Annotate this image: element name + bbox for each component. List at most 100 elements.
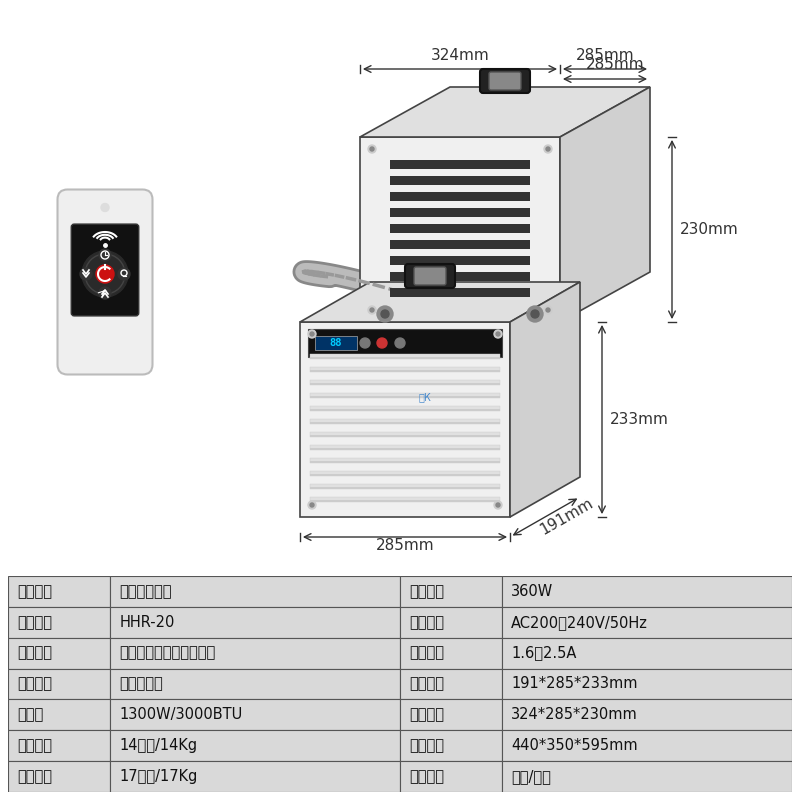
Text: 285mm: 285mm [376, 538, 434, 553]
Bar [400, 730, 502, 761]
Bar [400, 699, 502, 730]
Circle shape [494, 501, 502, 509]
Circle shape [370, 147, 374, 151]
Bar [8, 761, 110, 792]
Bar [110, 607, 400, 638]
FancyBboxPatch shape [414, 267, 446, 285]
Circle shape [310, 503, 314, 507]
Circle shape [496, 503, 500, 507]
Bar [110, 730, 400, 761]
Bar [310, 422, 500, 424]
Text: 内机尺寸: 内机尺寸 [410, 677, 445, 691]
Bar [8, 576, 110, 607]
Bar [502, 730, 792, 761]
Text: AC200～240V/50Hz: AC200～240V/50Hz [511, 614, 648, 630]
Polygon shape [560, 87, 650, 322]
Circle shape [496, 332, 500, 336]
Polygon shape [300, 322, 510, 517]
Text: 分体便携、负离子发生器: 分体便携、负离子发生器 [119, 646, 215, 661]
Bar [310, 419, 500, 424]
Circle shape [368, 145, 376, 153]
Circle shape [381, 310, 389, 318]
Bar [502, 607, 792, 638]
Bar [310, 445, 500, 450]
Bar [400, 607, 502, 638]
Text: 88: 88 [330, 338, 342, 348]
Bar [310, 435, 500, 437]
FancyBboxPatch shape [58, 190, 153, 374]
Text: 191*285*233mm: 191*285*233mm [511, 677, 638, 691]
Polygon shape [300, 282, 580, 322]
Bar [310, 357, 500, 359]
Bar [390, 256, 530, 265]
Bar [502, 576, 792, 607]
Circle shape [544, 306, 552, 314]
Circle shape [308, 501, 316, 509]
Bar [110, 576, 400, 607]
Bar [110, 699, 400, 730]
Circle shape [377, 338, 387, 348]
Text: 制冷方式: 制冷方式 [18, 677, 53, 691]
Bar [400, 576, 502, 607]
Bar [390, 272, 530, 281]
Text: 324mm: 324mm [430, 48, 490, 63]
Bar [315, 336, 357, 350]
Circle shape [80, 268, 92, 280]
Bar [310, 458, 500, 463]
Bar [310, 367, 500, 372]
Bar [308, 329, 502, 357]
Bar [110, 761, 400, 792]
Circle shape [308, 330, 316, 338]
Circle shape [527, 306, 543, 322]
Circle shape [395, 338, 405, 348]
Circle shape [494, 330, 502, 338]
Text: 功能特点: 功能特点 [18, 646, 53, 661]
Bar [310, 409, 500, 411]
Bar [310, 500, 500, 502]
Circle shape [531, 310, 539, 318]
Circle shape [546, 147, 550, 151]
Circle shape [370, 308, 374, 312]
Polygon shape [510, 282, 580, 517]
Text: 工作电压: 工作电压 [410, 614, 445, 630]
Text: 控制方式: 控制方式 [410, 769, 445, 784]
Bar [400, 669, 502, 699]
Text: 产品毛重: 产品毛重 [18, 769, 53, 784]
Text: 产品净重: 产品净重 [18, 738, 53, 754]
Text: 191mm: 191mm [538, 496, 596, 538]
Bar [502, 699, 792, 730]
Text: 包装尺寸: 包装尺寸 [410, 738, 445, 754]
Text: 遥控/触控: 遥控/触控 [511, 769, 551, 784]
Bar [8, 638, 110, 669]
Polygon shape [360, 87, 650, 137]
Bar [110, 669, 400, 699]
Circle shape [82, 251, 128, 297]
Text: 工作电流: 工作电流 [410, 646, 445, 661]
Bar [8, 730, 110, 761]
FancyBboxPatch shape [480, 69, 530, 93]
Bar [390, 176, 530, 185]
Text: 230mm: 230mm [680, 222, 738, 237]
Bar [390, 192, 530, 201]
FancyBboxPatch shape [71, 224, 138, 316]
Text: 324*285*230mm: 324*285*230mm [511, 707, 638, 722]
Polygon shape [360, 137, 560, 322]
Bar [8, 699, 110, 730]
Bar [502, 638, 792, 669]
Bar [400, 761, 502, 792]
Circle shape [118, 268, 130, 280]
Circle shape [377, 306, 393, 322]
Text: 产品型号: 产品型号 [18, 614, 53, 630]
Bar [310, 448, 500, 450]
Text: 233mm: 233mm [610, 412, 669, 427]
Text: 广К: 广К [418, 392, 431, 402]
Bar [390, 240, 530, 249]
Text: 1300W/3000BTU: 1300W/3000BTU [119, 707, 242, 722]
Bar [310, 487, 500, 489]
Text: 17公斤/17Kg: 17公斤/17Kg [119, 769, 198, 784]
Text: 分体便携空调: 分体便携空调 [119, 584, 172, 599]
Text: 440*350*595mm: 440*350*595mm [511, 738, 638, 754]
Text: 285mm: 285mm [586, 57, 644, 72]
Bar [310, 474, 500, 476]
Text: 压缩机制冷: 压缩机制冷 [119, 677, 163, 691]
